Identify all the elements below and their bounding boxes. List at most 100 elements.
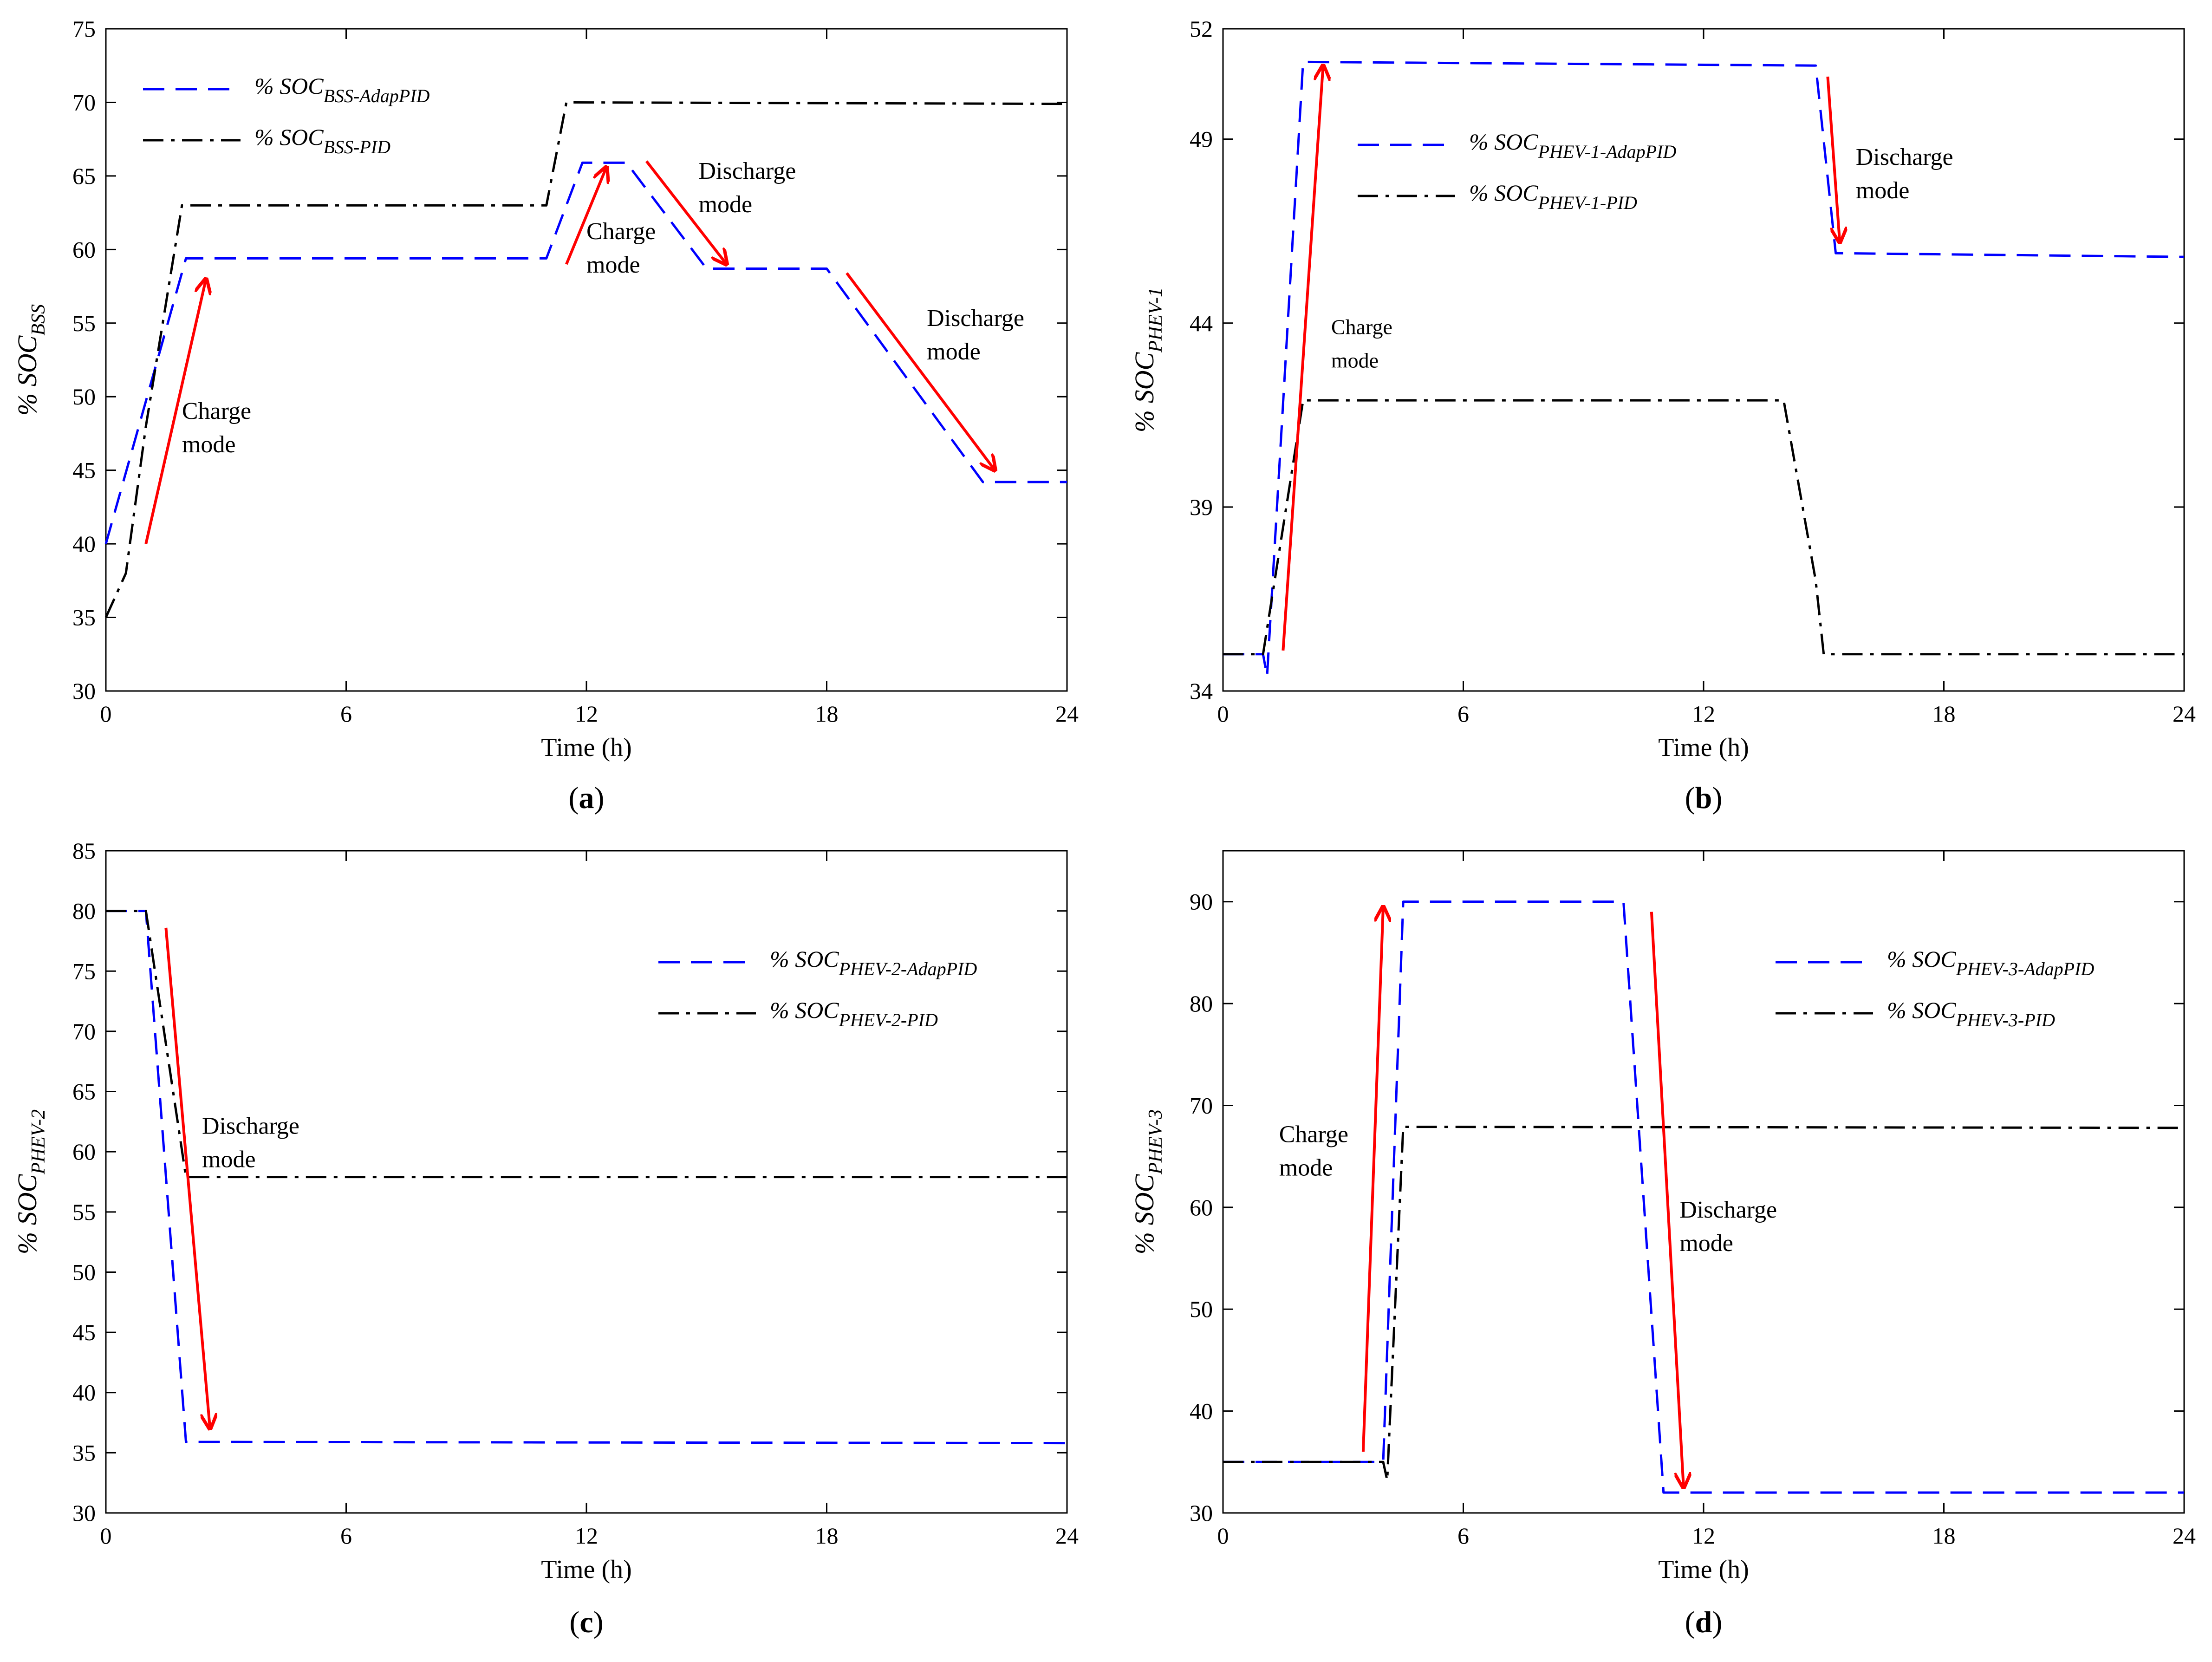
legend-label-sub: BSS-AdapPID xyxy=(324,85,430,106)
legend-label-sub: BSS-PID xyxy=(324,137,391,157)
x-tick-label: 12 xyxy=(1692,1523,1715,1549)
plot-frame xyxy=(1222,850,2185,1514)
x-tick-label: 24 xyxy=(1055,1523,1079,1549)
annotation-text: Charge xyxy=(1331,315,1392,339)
x-tick-label: 6 xyxy=(1457,1523,1469,1549)
y-tick-label: 55 xyxy=(72,310,96,336)
annotation-text: mode xyxy=(182,431,236,458)
y-axis-label-sub: PHEV-3 xyxy=(1145,1109,1166,1175)
x-tick-label: 18 xyxy=(1932,1523,1956,1549)
y-tick-label: 40 xyxy=(72,1380,96,1406)
annotation-arrow xyxy=(645,160,727,264)
legend: % SOCBSS-AdapPID% SOCBSS-PID xyxy=(143,73,430,157)
x-tick-label: 24 xyxy=(1055,701,1079,727)
annotation-text: mode xyxy=(699,191,753,218)
chart-panel-c: 0 6 12 18 24 30 35 40 45 50 55 60 65 70 75 80 85 Time (h)… xyxy=(12,838,1079,1639)
x-axis-label: Time (h) xyxy=(541,1555,632,1584)
y-tick-label: 34 xyxy=(1190,678,1213,704)
annotation-arrow xyxy=(1361,907,1383,1452)
y-axis-label-sub: PHEV-1 xyxy=(1145,287,1166,353)
annotation-arrow xyxy=(846,272,995,470)
legend-label-sub: PHEV-1-AdapPID xyxy=(1538,141,1677,162)
x-tick-label: 0 xyxy=(1217,1523,1229,1549)
annotation-1: Discharge mode xyxy=(1826,76,1953,242)
legend-label-sub: PHEV-2-AdapPID xyxy=(839,958,977,979)
legend-label-sub: PHEV-2-PID xyxy=(839,1010,938,1030)
y-tick-label: 70 xyxy=(1190,1092,1213,1118)
annotation-text: mode xyxy=(1856,177,1910,204)
series-line-1 xyxy=(1223,399,2184,656)
y-tick-label: 80 xyxy=(1190,991,1213,1017)
legend-label-0: % SOCPHEV-3-AdapPID xyxy=(1887,946,2094,979)
annotation-text: mode xyxy=(1679,1230,1733,1257)
y-axis-label-main: % SOC xyxy=(1129,352,1159,432)
y-tick-label: 40 xyxy=(72,531,96,557)
legend-label-main: % SOC xyxy=(1887,997,1956,1023)
y-tick-label: 30 xyxy=(1190,1500,1213,1526)
y-tick-label: 80 xyxy=(72,898,96,924)
annotation-text: mode xyxy=(927,339,981,365)
x-tick-label: 12 xyxy=(575,1523,598,1549)
y-tick-label: 49 xyxy=(1190,126,1213,152)
y-tick-label: 52 xyxy=(1190,16,1213,42)
y-tick-label: 30 xyxy=(72,678,96,704)
legend-label-0: % SOCBSS-AdapPID xyxy=(254,73,430,106)
legend-label-main: % SOC xyxy=(1887,946,1956,972)
legend-label-sub: PHEV-3-PID xyxy=(1956,1010,2055,1030)
y-axis-label: % SOCPHEV-1 xyxy=(1129,287,1166,432)
x-tick-label: 24 xyxy=(2173,701,2196,727)
y-tick-label: 50 xyxy=(1190,1296,1213,1322)
x-tick-label: 6 xyxy=(1457,701,1469,727)
x-tick-label: 0 xyxy=(100,701,112,727)
legend: % SOCPHEV-3-AdapPID% SOCPHEV-3-PID xyxy=(1776,946,2094,1030)
y-axis-label: % SOCPHEV-3 xyxy=(1129,1109,1166,1254)
annotation-0: Charge mode xyxy=(1282,65,1392,651)
x-axis-label: Time (h) xyxy=(1658,733,1749,762)
legend-label-main: % SOC xyxy=(254,73,324,99)
annotation-text: Discharge xyxy=(927,305,1024,332)
y-axis-label: % SOCPHEV-2 xyxy=(12,1109,49,1254)
series-line-1 xyxy=(106,910,1067,1179)
y-tick-label: 65 xyxy=(72,163,96,189)
x-tick-label: 18 xyxy=(1932,701,1956,727)
annotation-text: Charge xyxy=(1279,1121,1348,1147)
y-tick-label: 75 xyxy=(72,16,96,42)
x-tick-label: 24 xyxy=(2173,1523,2196,1549)
annotation-text: mode xyxy=(586,252,640,278)
annotation-0: Discharge mode xyxy=(164,927,299,1429)
y-tick-label: 40 xyxy=(1190,1398,1213,1424)
legend-label-sub: PHEV-3-AdapPID xyxy=(1956,958,2095,979)
y-tick-label: 50 xyxy=(72,384,96,410)
annotation-1: Discharge mode xyxy=(1650,912,1777,1488)
legend-label-0: % SOCPHEV-2-AdapPID xyxy=(770,946,977,979)
panel-caption: (a) xyxy=(569,781,605,815)
annotation-text: Discharge xyxy=(1679,1197,1777,1223)
x-axis-label: Time (h) xyxy=(1658,1555,1749,1584)
y-tick-label: 55 xyxy=(72,1199,96,1225)
x-tick-label: 0 xyxy=(100,1523,112,1549)
annotation-text: Discharge xyxy=(699,158,796,184)
y-tick-label: 50 xyxy=(72,1259,96,1285)
annotation-arrow xyxy=(144,279,206,544)
legend-label-main: % SOC xyxy=(254,124,324,150)
x-tick-label: 12 xyxy=(575,701,598,727)
y-tick-label: 70 xyxy=(72,1018,96,1044)
annotation-0: Charge mode xyxy=(1279,907,1383,1452)
annotation-arrow xyxy=(1826,76,1840,242)
y-tick-label: 35 xyxy=(72,605,96,631)
x-tick-label: 6 xyxy=(340,1523,352,1549)
chart-panel-a: 0 6 12 18 24 30 35 40 45 50 55 60 65 70 75 Time (h) % SO… xyxy=(12,16,1079,815)
panel-caption-letter: d xyxy=(1695,1605,1712,1639)
panel-caption: (d) xyxy=(1685,1605,1723,1639)
annotation-arrow xyxy=(164,927,210,1429)
y-tick-label: 70 xyxy=(72,89,96,115)
x-tick-label: 12 xyxy=(1692,701,1715,727)
annotation-text: mode xyxy=(202,1146,256,1173)
y-tick-label: 39 xyxy=(1190,494,1213,520)
annotation-1: Charge mode xyxy=(565,167,656,278)
legend: % SOCPHEV-1-AdapPID% SOCPHEV-1-PID xyxy=(1358,129,1676,213)
annotation-text: mode xyxy=(1331,349,1379,372)
